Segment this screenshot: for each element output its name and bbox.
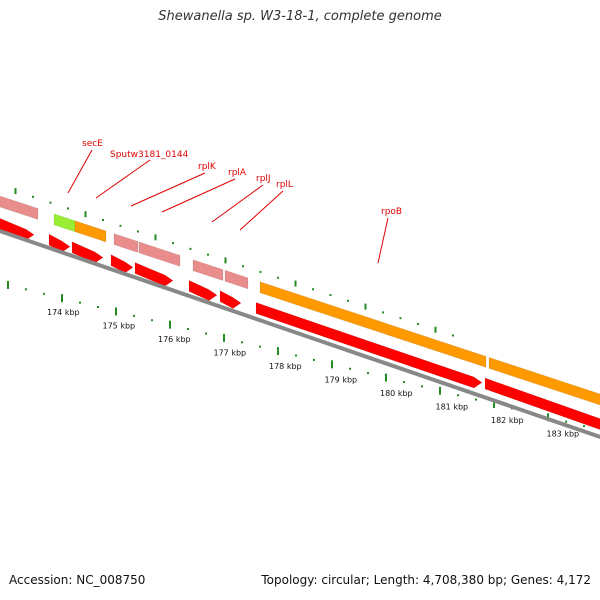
feature-block (224, 269, 249, 290)
inner-tick-row (7, 280, 585, 428)
gene-label-rplK: rplK (198, 162, 217, 172)
map-title: Shewanella sp. W3-18-1, complete genome (158, 9, 442, 24)
backbone-line (0, 228, 600, 439)
gene-arrow (255, 302, 483, 389)
kbp-label: 179 kbp (325, 376, 358, 385)
gene-arrow (110, 254, 134, 274)
kbp-label: 180 kbp (380, 389, 413, 398)
outer-tick-row (14, 188, 454, 337)
backbone-line (0, 228, 600, 439)
rpoC-block (488, 357, 600, 406)
gene-label-rplL: rplL (276, 180, 293, 190)
feature-block-orange (74, 220, 107, 243)
feature-block (0, 195, 39, 220)
feature-block-green (53, 213, 76, 233)
kbp-label: 181 kbp (436, 403, 469, 412)
gene-label-secE: secE (82, 139, 103, 149)
gene-label-rplJ: rplJ (256, 174, 271, 184)
kbp-label: 177 kbp (214, 349, 247, 358)
gene-label-Sputw3181_0144: Sputw3181_0144 (110, 150, 189, 160)
gene-arrow (134, 262, 174, 287)
kbp-label: 174 kbp (47, 308, 80, 317)
gene-arrow (219, 290, 242, 309)
kbp-label: 178 kbp (269, 362, 302, 371)
leader-line (211, 184, 264, 223)
gene-label-rpoB: rpoB (381, 207, 402, 217)
kbp-label: 182 kbp (491, 416, 524, 425)
leader-line (95, 159, 151, 199)
kbp-label: 176 kbp (158, 335, 191, 344)
gene-arrow (71, 241, 104, 264)
feature-block (192, 259, 224, 281)
topology-text: Topology: circular; Length: 4,708,380 bp… (261, 573, 591, 587)
kbp-label: 175 kbp (103, 322, 136, 331)
kbp-label: 183 kbp (547, 430, 580, 439)
gene-arrow (188, 279, 218, 301)
feature-block (113, 233, 139, 253)
leader-line (67, 149, 93, 194)
leader-line (130, 172, 206, 207)
label-leaders (67, 149, 389, 264)
feature-tracks (0, 195, 600, 430)
accession-text: Accession: NC_008750 (9, 573, 146, 587)
gene-label-rplA: rplA (228, 168, 247, 178)
rpoB-block (259, 281, 487, 368)
leader-line (161, 178, 236, 213)
leader-line (239, 190, 284, 231)
kbp-labels: 174 kbp 175 kbp 176 kbp 177 kbp 178 kbp 179 k… (47, 308, 579, 439)
gene-arrow (484, 377, 600, 430)
gene-arrow (0, 218, 35, 241)
leader-line (377, 217, 389, 264)
gene-labels: secE Sputw3181_0144 rplK rplA rplJ rplL rpoB (82, 139, 402, 217)
feature-block (138, 241, 181, 267)
